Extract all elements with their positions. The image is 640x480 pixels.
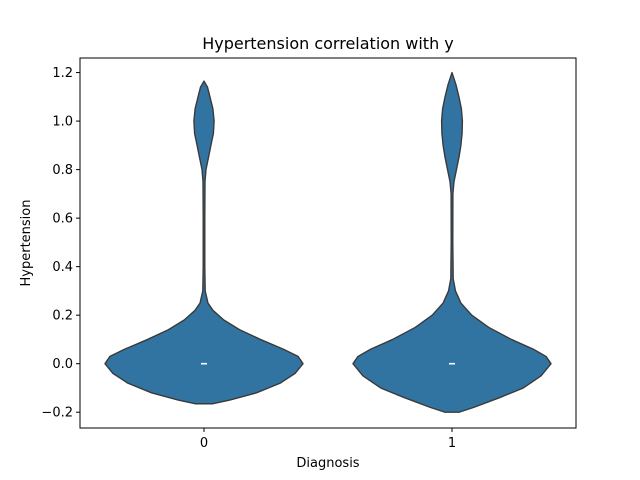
violin-body-0: [104, 80, 304, 405]
axes-frame: [79, 57, 577, 429]
y-tick-label: 0.2: [52, 309, 73, 324]
y-tick-label: 0.6: [52, 212, 73, 227]
x-tick-label: 1: [448, 436, 456, 451]
y-tick-label: 0.0: [52, 357, 73, 372]
y-tick-label: 0.8: [52, 163, 73, 178]
violin-body-1: [352, 71, 552, 413]
violins-group: [104, 71, 552, 413]
y-tick-label: 0.4: [52, 260, 73, 275]
x-tick-label: 0: [200, 436, 208, 451]
y-axis: −0.2 0.0 0.2 0.4 0.6 0.8 1.0 1.2: [41, 66, 80, 421]
chart-title: Hypertension correlation with y: [202, 34, 454, 53]
y-tick-label: −0.2: [41, 406, 73, 421]
x-axis-title: Diagnosis: [296, 456, 359, 471]
y-axis-title: Hypertension: [19, 200, 34, 287]
y-tick-label: 1.0: [52, 115, 73, 130]
y-tick-label: 1.2: [52, 66, 73, 81]
